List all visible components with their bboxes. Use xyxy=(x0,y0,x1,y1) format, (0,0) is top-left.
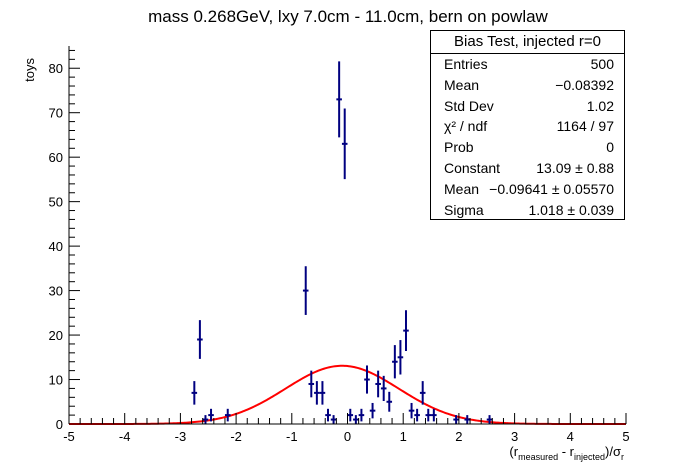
data-point xyxy=(453,415,459,424)
data-point xyxy=(414,408,420,422)
data-point xyxy=(408,402,415,419)
stats-row-label: Mean xyxy=(444,180,480,197)
data-point xyxy=(325,408,331,422)
data-point xyxy=(358,408,365,422)
stats-box: Bias Test, injected r=0 Entries 500 Mean −0… xyxy=(430,30,625,220)
data-point xyxy=(330,415,337,424)
stats-row: Mean −0.09641 ± 0.05570 xyxy=(431,179,624,199)
x-tick-label: 2 xyxy=(455,429,462,444)
data-point xyxy=(319,381,326,405)
y-tick-label: 10 xyxy=(49,373,63,388)
y-tick-label: 50 xyxy=(49,195,63,210)
y-tick-label: 0 xyxy=(56,417,63,432)
data-point xyxy=(419,381,426,405)
stats-row: Constant 13.09 ± 0.88 xyxy=(431,158,624,178)
data-point xyxy=(302,266,309,315)
data-point xyxy=(403,310,409,351)
x-axis-label-subscript: measured xyxy=(518,452,558,462)
x-tick-label: -2 xyxy=(230,429,242,444)
stats-row-label: Entries xyxy=(444,56,488,72)
x-tick-label: 5 xyxy=(622,429,629,444)
stats-row-value: 1164 / 97 xyxy=(556,118,614,135)
x-axis-label-part: (r xyxy=(509,444,518,459)
data-point xyxy=(431,408,437,422)
data-point xyxy=(341,108,348,180)
stats-row-value: 1.02 xyxy=(586,97,614,114)
data-point xyxy=(336,61,342,138)
data-point xyxy=(386,391,393,412)
x-axis-label-subscript: injected xyxy=(574,452,605,462)
x-tick-label: -4 xyxy=(119,429,131,444)
stats-row: χ² / ndf 1164 / 97 xyxy=(431,116,624,136)
stats-row-label: Std Dev xyxy=(444,97,494,114)
x-tick-label: 4 xyxy=(567,429,574,444)
data-point xyxy=(353,415,359,424)
stats-row: Entries 500 xyxy=(431,54,624,74)
chart-title: mass 0.268GeV, lxy 7.0cm - 11.0cm, bern … xyxy=(148,7,548,26)
data-point xyxy=(397,340,404,375)
data-point xyxy=(197,320,203,359)
x-axis-label-subscript: r xyxy=(621,452,624,462)
stats-row: Mean −0.08392 xyxy=(431,75,624,95)
x-tick-label: -5 xyxy=(63,429,75,444)
x-tick-label: 1 xyxy=(400,429,407,444)
y-tick-label: 80 xyxy=(49,61,63,76)
stats-row-value: 0 xyxy=(606,139,614,156)
y-tick-label: 40 xyxy=(49,239,63,254)
data-point xyxy=(314,381,320,405)
data-point xyxy=(425,408,432,422)
x-tick-label: 3 xyxy=(511,429,518,444)
y-axis-label: toys xyxy=(22,58,37,82)
data-point xyxy=(392,345,398,379)
data-point xyxy=(369,402,376,419)
stats-row: Std Dev 1.02 xyxy=(431,96,624,116)
stats-row: Prob 0 xyxy=(431,137,624,157)
data-point xyxy=(380,375,387,402)
y-tick-label: 20 xyxy=(49,328,63,343)
x-axis-label-part: )/σ xyxy=(605,444,621,459)
stats-row-value: −0.08392 xyxy=(555,76,614,93)
x-tick-label: -1 xyxy=(286,429,298,444)
y-tick-label: 30 xyxy=(49,284,63,299)
x-tick-label: 0 xyxy=(344,429,351,444)
data-point xyxy=(308,370,315,398)
y-tick-label: 60 xyxy=(49,150,63,165)
stats-row-value: 13.09 ± 0.88 xyxy=(536,160,614,176)
stats-title: Bias Test, injected r=0 xyxy=(431,31,624,54)
data-point xyxy=(347,408,354,422)
data-point xyxy=(208,408,214,422)
stats-row: Sigma 1.018 ± 0.039 xyxy=(431,200,624,220)
y-tick-label: 70 xyxy=(49,106,63,121)
stats-row-label: χ² / ndf xyxy=(444,118,488,135)
x-axis-label: (rmeasured - rinjected)/σr xyxy=(509,444,624,462)
data-point xyxy=(464,415,471,424)
data-point xyxy=(486,415,493,424)
stats-row-value: −0.09641 ± 0.05570 xyxy=(489,180,614,197)
x-axis-label-part: - r xyxy=(558,444,575,459)
stats-row-label: Prob xyxy=(444,139,474,156)
points-layer xyxy=(191,61,493,424)
x-tick-label: -3 xyxy=(175,429,187,444)
data-point xyxy=(191,381,198,405)
stats-row-label: Sigma xyxy=(444,201,484,218)
stats-row-label: Constant xyxy=(444,160,501,176)
data-point xyxy=(224,408,231,422)
data-point xyxy=(202,415,209,424)
stats-row-value: 1.018 ± 0.039 xyxy=(528,201,614,218)
data-point xyxy=(364,365,370,394)
stats-row-label: Mean xyxy=(444,76,480,93)
stats-row-value: 500 xyxy=(590,56,614,72)
data-point xyxy=(375,370,381,398)
